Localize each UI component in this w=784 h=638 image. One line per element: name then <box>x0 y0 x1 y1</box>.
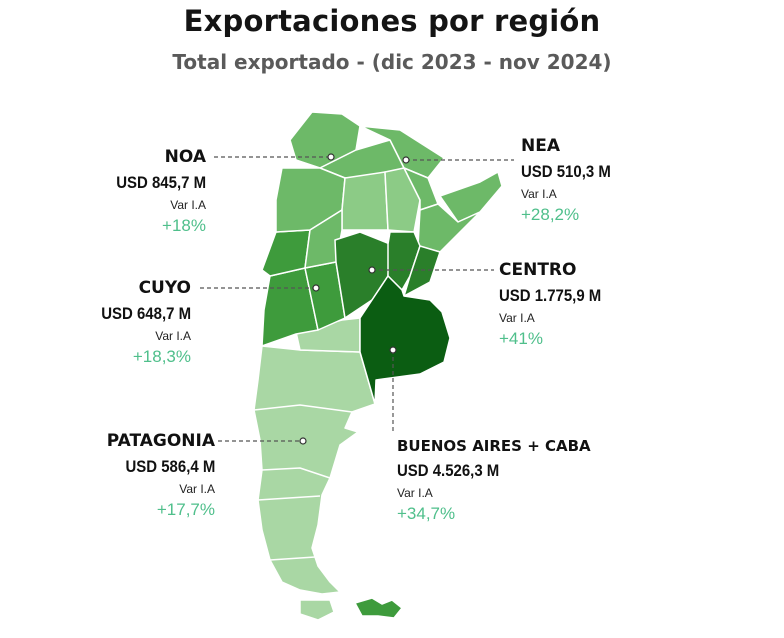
region-cuyo-san-juan <box>261 229 311 277</box>
region-var-label-cuyo: Var I.A <box>155 329 191 343</box>
region-value-noa: USD 845,7 M <box>116 173 206 192</box>
region-name-patagonia: PATAGONIA <box>106 431 215 451</box>
marker-noa <box>327 153 335 161</box>
region-centro-entre-rios <box>403 245 441 297</box>
region-variation-nea: +28,2% <box>521 205 580 224</box>
label-cuyo: CUYO USD 648,7 M Var I.A +18,3% <box>89 278 191 367</box>
region-variation-patagonia: +17,7% <box>156 500 215 519</box>
region-variation-noa: +18% <box>162 216 206 235</box>
region-name-nea: NEA <box>521 136 560 156</box>
region-name-noa: NOA <box>164 147 206 167</box>
label-noa: NOA USD 845,7 M Var I.A +18% <box>104 147 206 236</box>
label-patagonia: PATAGONIA USD 586,4 M Var I.A +17,7% <box>107 431 215 520</box>
label-nea: NEA USD 510,3 M Var I.A +28,2% <box>521 136 623 225</box>
region-value-buenos-aires: USD 4.526,3 M <box>397 461 500 480</box>
region-variation-cuyo: +18,3% <box>132 347 191 366</box>
marker-nea <box>402 156 410 164</box>
region-patagonia <box>253 345 376 595</box>
region-var-label-centro: Var I.A <box>499 311 535 325</box>
island-tierra-del-fuego <box>299 599 335 621</box>
region-noa-tucuman <box>341 171 389 231</box>
label-buenos-aires: BUENOS AIRES + CABA USD 4.526,3 M Var I.… <box>397 437 591 524</box>
region-name-cuyo: CUYO <box>138 278 191 298</box>
marker-patagonia <box>299 437 307 445</box>
island-malvinas <box>354 597 403 619</box>
region-buenos-aires <box>359 275 451 405</box>
map-title: Exportaciones por región <box>183 4 601 38</box>
region-name-centro: CENTRO <box>499 260 577 280</box>
region-value-centro: USD 1.775,9 M <box>499 286 602 305</box>
region-value-cuyo: USD 648,7 M <box>101 304 191 323</box>
map-subtitle: Total exportado - (dic 2023 - nov 2024) <box>172 50 612 74</box>
marker-cuyo <box>312 284 320 292</box>
region-var-label-noa: Var I.A <box>170 198 206 212</box>
region-variation-buenos-aires: +34,7% <box>397 504 456 523</box>
region-var-label-patagonia: Var I.A <box>179 482 215 496</box>
label-centro: CENTRO USD 1.775,9 M Var I.A +41% <box>499 260 615 349</box>
marker-buenos-aires <box>389 346 397 354</box>
region-var-label-buenos-aires: Var I.A <box>397 486 433 500</box>
region-name-buenos-aires: BUENOS AIRES + CABA <box>397 437 591 455</box>
marker-centro <box>368 266 376 274</box>
region-value-patagonia: USD 586,4 M <box>125 457 215 476</box>
region-variation-centro: +41% <box>499 329 543 348</box>
region-var-label-nea: Var I.A <box>521 187 557 201</box>
region-value-nea: USD 510,3 M <box>521 162 611 181</box>
